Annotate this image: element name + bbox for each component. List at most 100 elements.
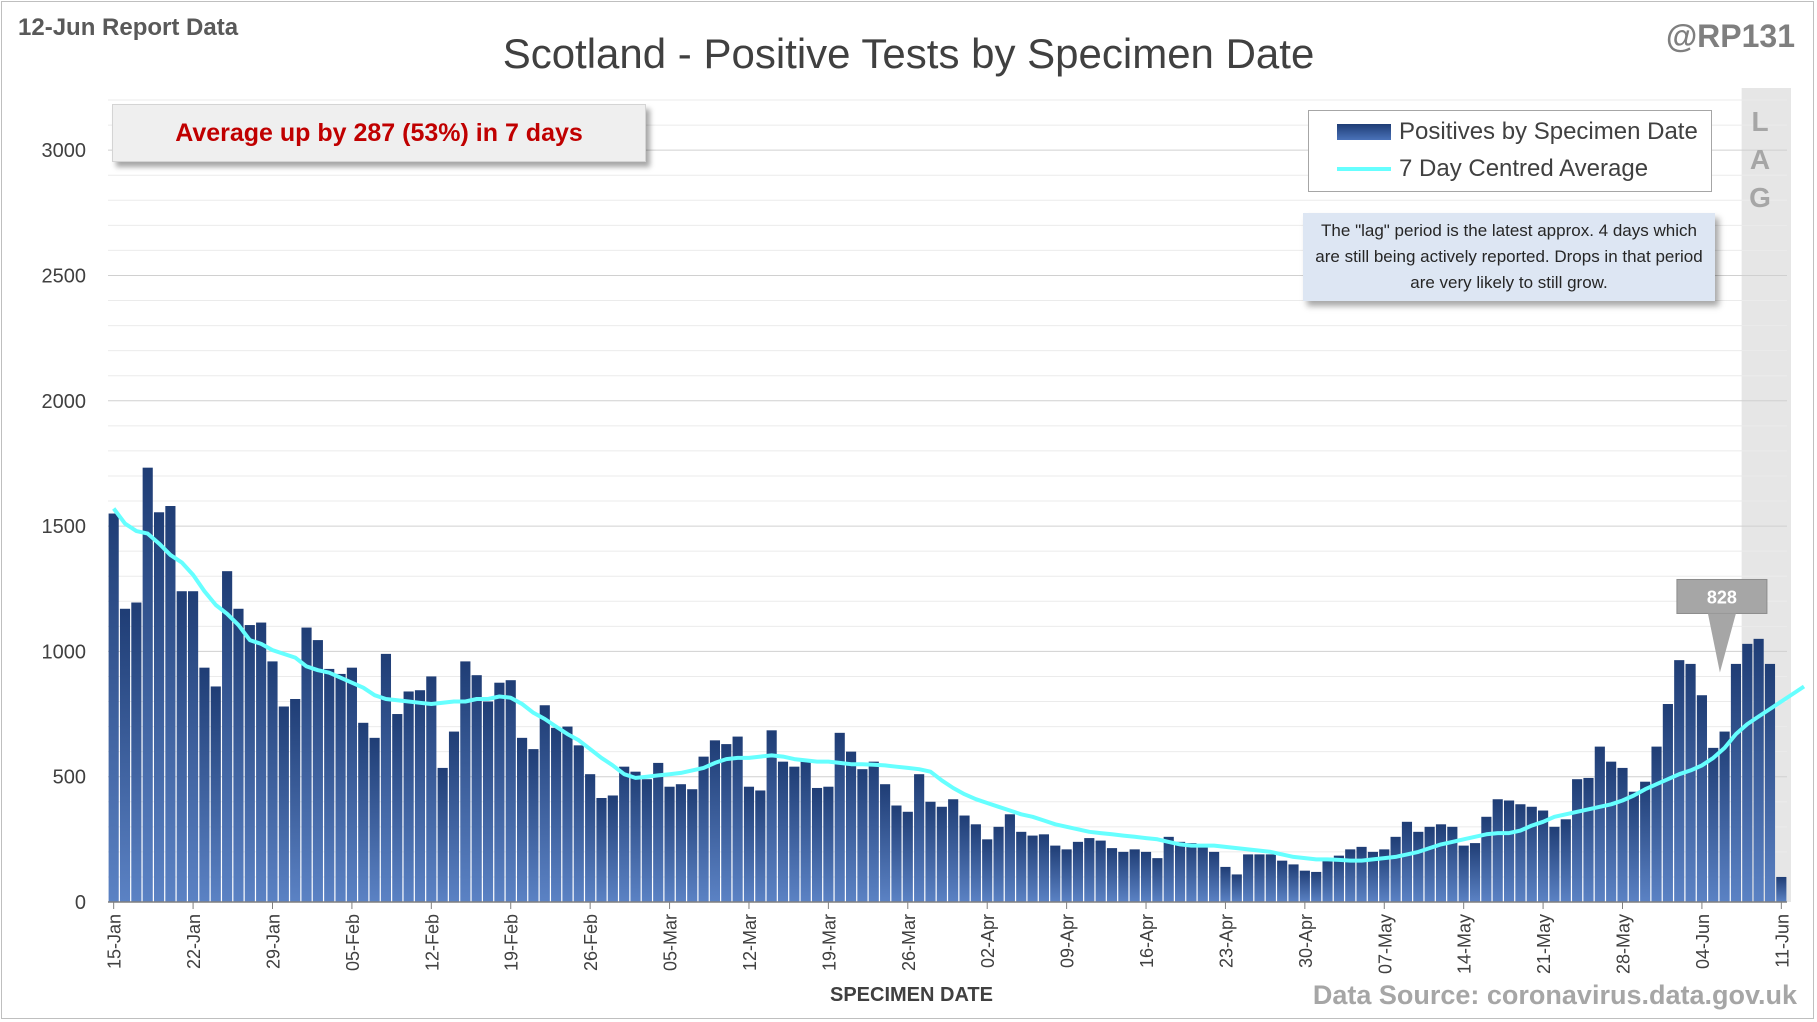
data-bar <box>834 732 845 902</box>
data-bar <box>743 786 755 902</box>
data-bar <box>1503 800 1515 902</box>
data-bar <box>1753 638 1764 902</box>
data-bar <box>1333 855 1344 902</box>
y-axis-ticks: 0 500 1000 1500 2000 2500 3000 <box>42 140 87 914</box>
data-bar <box>653 762 664 902</box>
data-bar <box>369 737 380 902</box>
data-bar <box>471 675 482 902</box>
data-bar <box>165 506 176 902</box>
data-bar <box>1379 849 1390 902</box>
data-bar <box>1538 810 1549 902</box>
data-bar <box>1095 840 1106 902</box>
data-bar <box>573 745 584 902</box>
x-tick-label: 22-Jan <box>184 914 204 969</box>
data-bar <box>176 591 187 902</box>
data-bar <box>766 730 777 902</box>
data-bar <box>505 680 516 902</box>
data-bar <box>1277 860 1288 902</box>
lag-letter-l: L <box>1751 106 1769 137</box>
data-bar <box>1515 804 1526 902</box>
data-bar <box>1174 841 1186 902</box>
y-tick-label: 3000 <box>42 140 87 162</box>
data-bar <box>698 756 709 902</box>
data-bar <box>1719 731 1730 902</box>
x-tick-label: 29-Jan <box>263 914 283 969</box>
legend-label-positives: Positives by Specimen Date <box>1399 118 1698 145</box>
x-tick-label: 02-Apr <box>978 914 998 968</box>
x-tick-label: 16-Apr <box>1137 914 1157 968</box>
data-bar <box>993 826 1004 902</box>
data-bar <box>1231 874 1242 902</box>
lag-letter-g: G <box>1749 182 1771 213</box>
data-bar <box>1084 838 1095 902</box>
data-bar <box>403 691 414 902</box>
data-bar <box>244 625 255 902</box>
bar-series <box>108 467 1787 902</box>
y-tick-label: 0 <box>75 892 86 914</box>
data-bar <box>1106 848 1118 902</box>
data-bar <box>460 661 471 902</box>
data-bar <box>1776 876 1787 902</box>
data-bar <box>868 761 879 902</box>
data-bar <box>1050 845 1061 902</box>
data-bar <box>528 749 539 902</box>
data-bar <box>845 751 857 902</box>
data-bar <box>278 706 289 902</box>
y-tick-label: 500 <box>53 767 86 789</box>
data-bar <box>448 731 460 902</box>
x-tick-label: 30-Apr <box>1296 914 1316 968</box>
data-bar <box>426 676 437 902</box>
data-bar <box>1572 779 1583 902</box>
x-tick-label: 05-Feb <box>343 914 363 971</box>
legend-item-positives: Positives by Specimen Date <box>1337 114 1698 150</box>
data-bar <box>1628 791 1639 902</box>
data-bar <box>1640 781 1651 902</box>
data-bar <box>1458 845 1469 902</box>
data-bar <box>517 737 528 902</box>
x-tick-label: 19-Mar <box>819 914 839 971</box>
data-bar <box>777 761 789 902</box>
legend-label-average: 7 Day Centred Average <box>1399 155 1649 182</box>
data-bar <box>562 726 573 902</box>
data-bar <box>948 799 959 902</box>
data-bar <box>1435 824 1447 902</box>
report-date-label: 12-Jun Report Data <box>18 14 239 41</box>
x-tick-label: 12-Mar <box>740 914 760 971</box>
y-tick-label: 1000 <box>42 641 87 663</box>
data-bar <box>210 686 221 902</box>
data-bar <box>1367 851 1378 902</box>
lag-letter-a: A <box>1749 144 1771 175</box>
data-bar <box>324 668 335 902</box>
data-bar <box>1299 870 1310 902</box>
data-bar <box>880 784 891 902</box>
data-bar <box>1526 806 1537 902</box>
x-tick-label: 05-Mar <box>661 914 681 971</box>
x-tick-label: 28-May <box>1614 914 1634 974</box>
data-bar <box>914 774 925 902</box>
data-bar <box>1651 746 1662 902</box>
data-bar <box>630 771 641 902</box>
data-bar <box>1549 826 1560 902</box>
data-bar <box>902 811 913 902</box>
data-bar <box>800 759 811 902</box>
x-tick-label: 04-Jun <box>1693 914 1713 969</box>
data-bar <box>539 705 550 902</box>
x-axis-title: SPECIMEN DATE <box>830 984 993 1006</box>
data-bar <box>607 795 618 902</box>
data-bar <box>1390 836 1401 902</box>
data-bar <box>494 682 505 902</box>
chart-legend: Positives by Specimen Date 7 Day Centred… <box>1308 110 1712 192</box>
data-bar <box>1027 835 1038 902</box>
data-bar <box>199 667 210 902</box>
y-tick-label: 2500 <box>42 265 87 287</box>
data-bar <box>392 714 403 902</box>
data-bar <box>119 608 131 902</box>
data-bar <box>482 701 494 902</box>
data-bar <box>1401 821 1413 902</box>
data-bar <box>380 653 392 902</box>
data-bar <box>1061 849 1072 902</box>
data-bar <box>222 571 233 902</box>
data-bar <box>301 627 312 902</box>
